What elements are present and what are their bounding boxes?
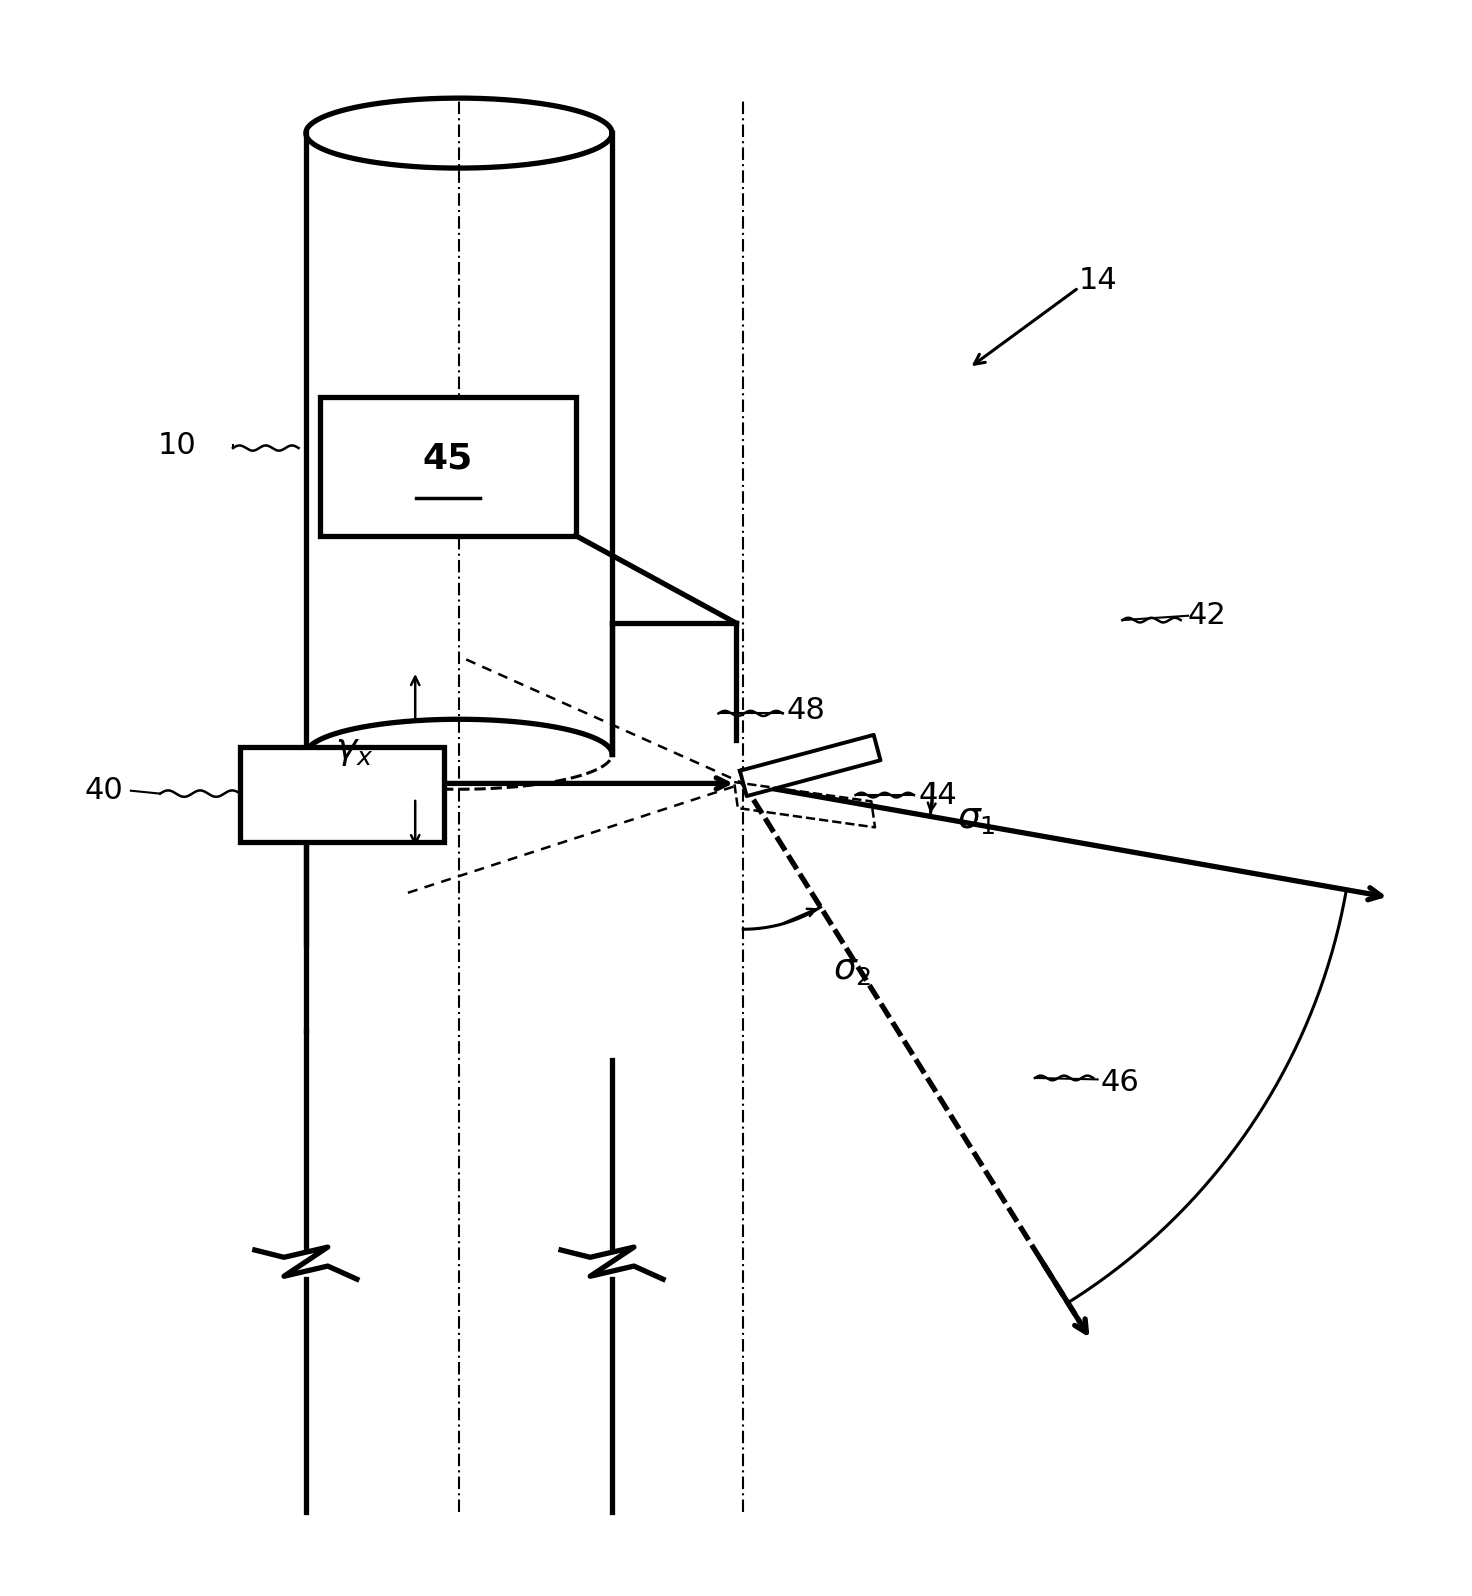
Text: $\gamma_x$: $\gamma_x$ — [334, 734, 374, 768]
Text: 44: 44 — [919, 780, 957, 809]
Polygon shape — [740, 734, 880, 796]
Bar — [240, 747, 445, 841]
Text: 10: 10 — [158, 431, 196, 460]
Text: 45: 45 — [422, 442, 473, 476]
Text: 42: 42 — [1188, 602, 1226, 630]
Text: 14: 14 — [1079, 267, 1117, 295]
Text: $\sigma_1$: $\sigma_1$ — [957, 803, 997, 836]
Text: 48: 48 — [788, 696, 826, 725]
Text: $\sigma_2$: $\sigma_2$ — [833, 953, 871, 986]
Text: 40: 40 — [85, 776, 124, 806]
Bar — [321, 397, 576, 536]
Text: 46: 46 — [1101, 1068, 1139, 1096]
